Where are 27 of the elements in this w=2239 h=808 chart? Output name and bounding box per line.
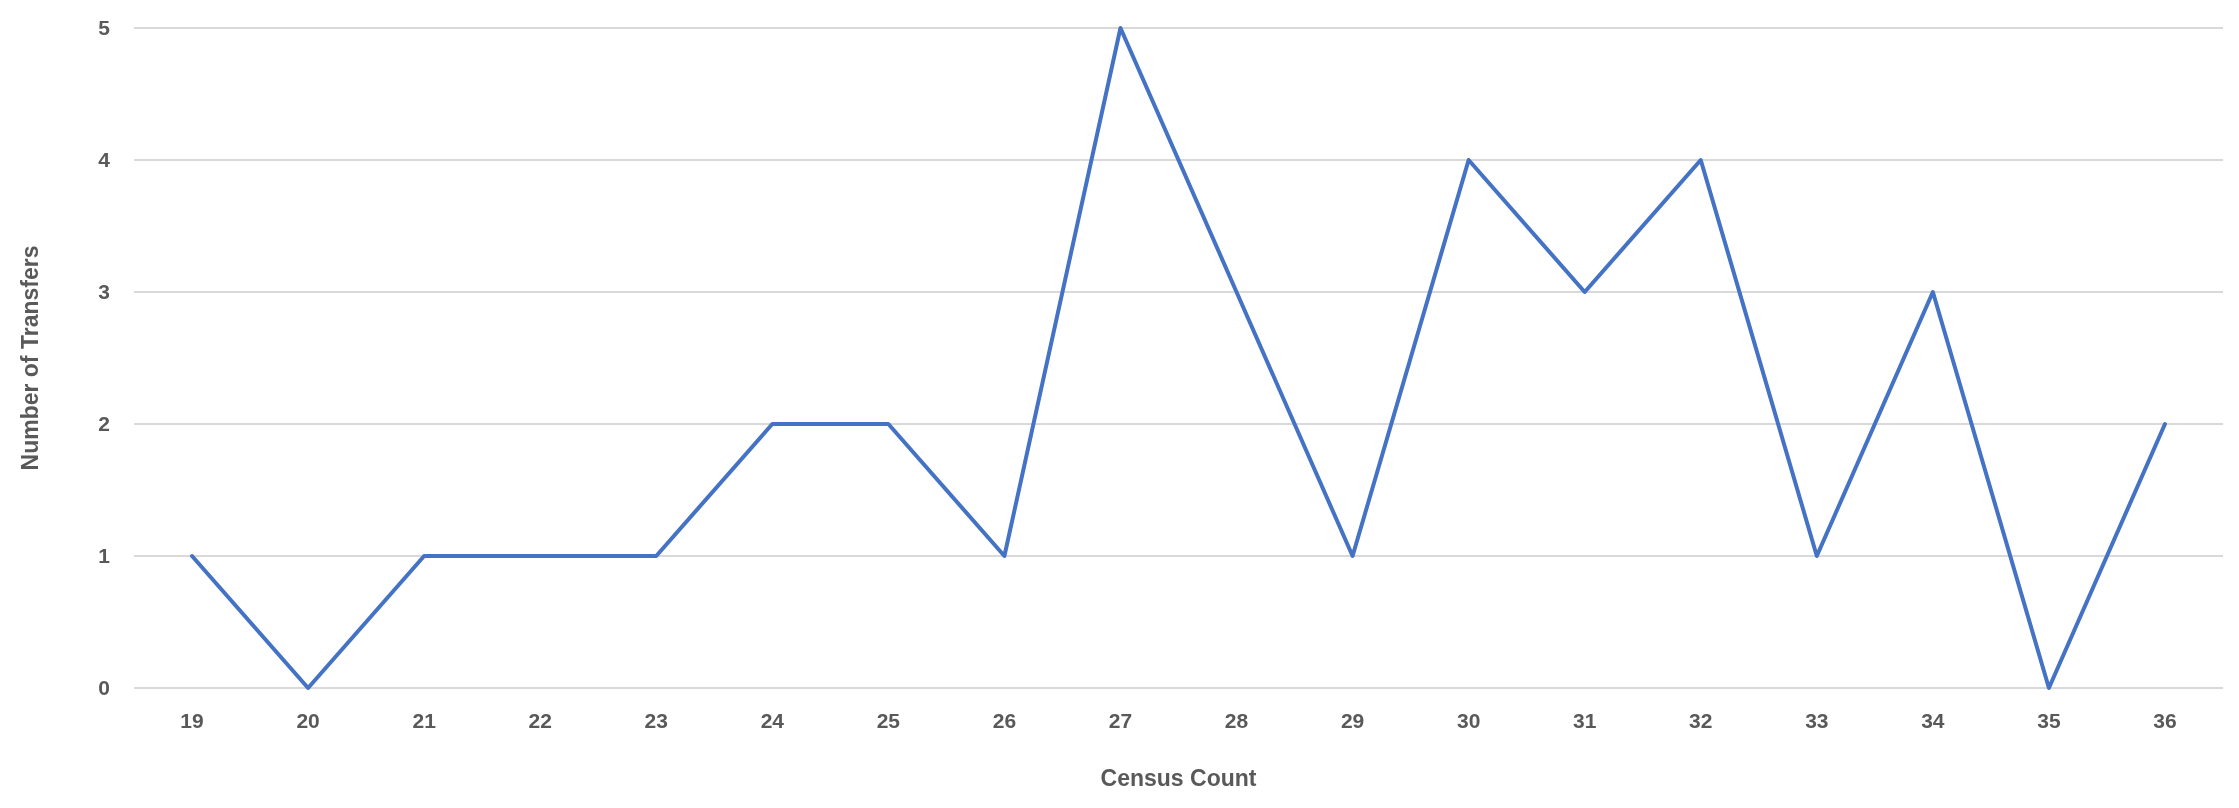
x-tick-label: 32 bbox=[1689, 709, 1713, 732]
x-tick-label: 29 bbox=[1340, 709, 1365, 732]
x-tick-label: 26 bbox=[992, 709, 1017, 732]
x-tick-label: 33 bbox=[1805, 709, 1829, 732]
y-tick-label: 5 bbox=[98, 16, 111, 40]
x-tick-label: 21 bbox=[412, 709, 437, 732]
x-tick-label: 19 bbox=[180, 709, 204, 732]
x-tick-label: 24 bbox=[760, 709, 785, 732]
x-tick-label: 22 bbox=[528, 709, 552, 732]
x-axis-title: Census Count bbox=[1100, 765, 1257, 791]
x-tick-label: 25 bbox=[876, 709, 901, 732]
y-tick-label: 4 bbox=[98, 148, 111, 172]
x-tick-label: 27 bbox=[1108, 709, 1133, 732]
line-series bbox=[190, 26, 2167, 690]
x-tick-label: 20 bbox=[296, 709, 320, 732]
y-tick-label: 0 bbox=[98, 676, 110, 700]
x-tick-label: 31 bbox=[1573, 709, 1597, 732]
x-tick-label: 34 bbox=[1921, 709, 1945, 732]
x-tick-label: 28 bbox=[1224, 709, 1249, 732]
x-tick-label: 35 bbox=[2037, 709, 2061, 732]
y-tick-label: 2 bbox=[98, 412, 110, 436]
x-tick-label: 30 bbox=[1456, 709, 1481, 732]
y-tick-label: 1 bbox=[98, 544, 111, 568]
y-axis-title: Number of Transfers bbox=[17, 245, 43, 471]
x-tick-label: 36 bbox=[2153, 709, 2177, 732]
y-tick-label: 3 bbox=[98, 280, 110, 304]
x-tick-label: 23 bbox=[644, 709, 668, 732]
